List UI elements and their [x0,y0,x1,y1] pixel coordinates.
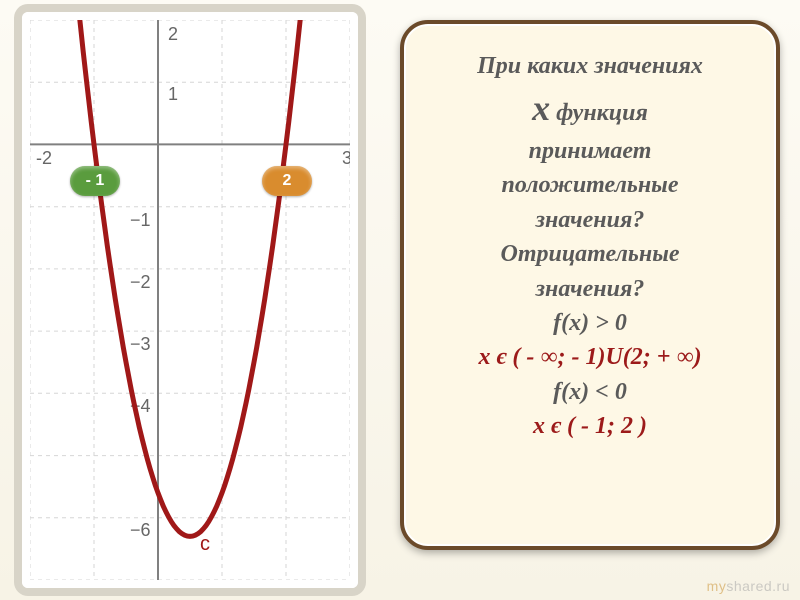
curve-label: c [200,533,210,555]
panel-line1: При каких значениях [422,50,758,82]
watermark: myshared.ru [707,578,790,594]
svg-text:-2: -2 [36,148,52,168]
root-marker-right-label: 2 [283,172,292,190]
panel-text: При каких значениях x функция принимает … [422,50,758,443]
chart-svg: -2 3 2 1 −1 −2 −3 −4 −6 c [30,20,350,580]
root-marker-left-label: - 1 [86,172,105,190]
watermark-prefix: my [707,578,727,594]
panel-answer2: x є ( - 1; 2 ) [422,410,758,442]
panel-line2b: принимает [422,135,758,167]
info-panel: При каких значениях x функция принимает … [400,20,780,550]
panel-line3b: значения? [422,273,758,305]
panel-cond2: f(x) < 0 [422,376,758,408]
panel-answer1: x є ( - ∞; - 1)U(2; + ∞) [422,341,758,373]
x-variable: x [532,88,550,128]
svg-text:1: 1 [168,84,178,104]
svg-text:3: 3 [342,148,350,168]
svg-text:−2: −2 [130,272,151,292]
svg-text:2: 2 [168,24,178,44]
panel-cond1: f(x) > 0 [422,307,758,339]
svg-text:−3: −3 [130,334,151,354]
root-marker-right: 2 [262,166,312,196]
chart-container: -2 3 2 1 −1 −2 −3 −4 −6 c - 1 2 [30,20,350,580]
panel-line2c: положительные [422,169,758,201]
panel-line2a: функция [556,100,648,126]
panel-line2d: значения? [422,204,758,236]
svg-text:−6: −6 [130,520,151,540]
root-marker-left: - 1 [70,166,120,196]
panel-line3a: Отрицательные [422,238,758,270]
svg-text:−1: −1 [130,210,151,230]
watermark-suffix: shared.ru [726,578,790,594]
